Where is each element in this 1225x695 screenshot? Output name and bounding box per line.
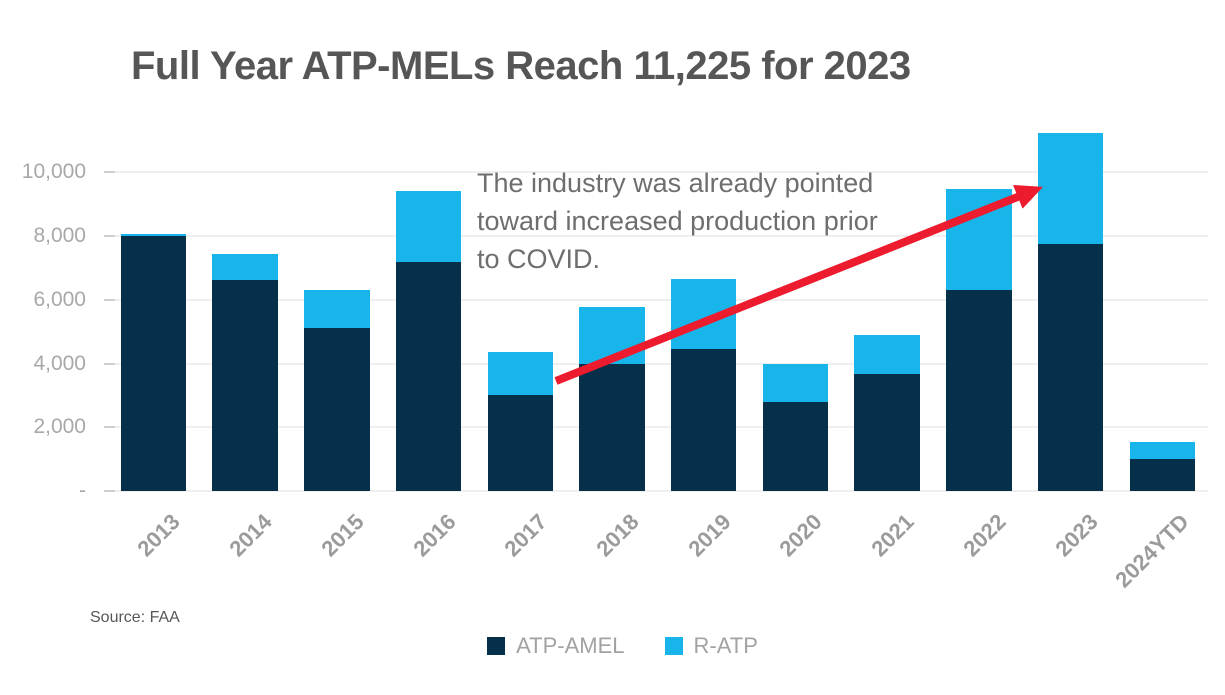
bar-segment-atp-amel-2021 bbox=[854, 373, 920, 491]
y-axis-label-10000: 10,000 bbox=[21, 160, 86, 184]
x-axis-label-2023: 2023 bbox=[1050, 509, 1103, 562]
bar-segment-r-atp-2018 bbox=[579, 306, 645, 364]
gridline-0 bbox=[110, 490, 1208, 492]
bar-segment-r-atp-2020 bbox=[762, 364, 829, 402]
bar-2017 bbox=[487, 351, 553, 491]
bar-segment-atp-amel-2023 bbox=[1037, 244, 1104, 491]
bar-segment-r-atp-2021 bbox=[854, 334, 920, 374]
bar-2013 bbox=[120, 234, 187, 491]
bar-segment-atp-amel-2016 bbox=[395, 261, 462, 491]
chart-title: Full Year ATP-MELs Reach 11,225 for 2023 bbox=[131, 44, 911, 88]
legend-item-atp-amel: ATP-AMEL bbox=[487, 633, 625, 659]
x-axis-label-2020: 2020 bbox=[774, 509, 828, 562]
legend-item-r-atp: R-ATP bbox=[664, 633, 758, 659]
bar-segment-atp-amel-2019 bbox=[670, 349, 737, 491]
y-tick-10000 bbox=[104, 171, 115, 174]
legend-swatch-atp-amel-icon bbox=[487, 637, 506, 655]
bar-segment-atp-amel-2017 bbox=[487, 395, 553, 491]
bar-2018 bbox=[579, 306, 645, 491]
bar-segment-r-atp-2017 bbox=[487, 351, 553, 396]
bar-2022 bbox=[946, 189, 1012, 491]
bar-2016 bbox=[395, 191, 462, 491]
x-axis-label-2014: 2014 bbox=[224, 509, 277, 562]
x-axis-label-2015: 2015 bbox=[316, 509, 369, 562]
bar-segment-atp-amel-2014 bbox=[212, 279, 278, 491]
x-axis-label-2018: 2018 bbox=[591, 509, 644, 562]
legend-label-r-atp: R-ATP bbox=[693, 633, 758, 658]
bar-segment-r-atp-2019 bbox=[670, 279, 737, 350]
bar-2020 bbox=[762, 364, 829, 491]
bar-segment-r-atp-2014 bbox=[212, 253, 278, 280]
y-axis-label-4000: 4,000 bbox=[33, 351, 86, 375]
legend-swatch-r-atp-icon bbox=[664, 637, 683, 655]
bar-2014 bbox=[212, 253, 278, 491]
bar-segment-atp-amel-2015 bbox=[304, 327, 370, 491]
bar-segment-r-atp-2022 bbox=[946, 189, 1012, 291]
y-tick-4000 bbox=[104, 362, 115, 365]
bar-segment-atp-amel-2013 bbox=[120, 236, 187, 491]
legend: ATP-AMEL R-ATP bbox=[20, 633, 1225, 659]
bar-segment-atp-amel-2022 bbox=[946, 290, 1012, 491]
legend-label-atp-amel: ATP-AMEL bbox=[516, 633, 625, 658]
gridline-2000 bbox=[110, 426, 1208, 429]
x-axis-label-2021: 2021 bbox=[866, 509, 919, 562]
bar-segment-atp-amel-2024YTD bbox=[1129, 459, 1196, 491]
y-axis-label-6000: 6,000 bbox=[33, 287, 86, 311]
bar-segment-r-atp-2024YTD bbox=[1129, 441, 1196, 460]
bar-segment-r-atp-2013 bbox=[120, 234, 187, 236]
x-axis-label-2016: 2016 bbox=[407, 509, 461, 562]
bar-segment-r-atp-2016 bbox=[395, 191, 462, 262]
bar-segment-atp-amel-2018 bbox=[579, 363, 645, 491]
y-axis-label-2000: 2,000 bbox=[33, 415, 86, 439]
x-axis-label-2024YTD: 2024YTD bbox=[1110, 509, 1195, 593]
x-axis-label-2013: 2013 bbox=[132, 509, 185, 562]
y-tick-6000 bbox=[104, 298, 115, 301]
y-axis-label-8000: 8,000 bbox=[33, 224, 86, 248]
gridline-10000 bbox=[110, 171, 1208, 174]
annotation-text: The industry was already pointed toward … bbox=[477, 168, 878, 274]
bar-2023 bbox=[1037, 133, 1104, 491]
y-axis-label-0: - bbox=[79, 479, 86, 502]
bar-segment-r-atp-2023 bbox=[1037, 133, 1104, 244]
plot-area: - 2,000 4,000 6,000 8,000 10,000 2013 2014 2015 2… bbox=[22, 130, 1208, 592]
bar-segment-atp-amel-2020 bbox=[762, 401, 829, 491]
y-tick-2000 bbox=[104, 426, 115, 429]
bar-2015 bbox=[304, 289, 370, 491]
y-tick-8000 bbox=[104, 235, 115, 238]
source-label: Source: FAA bbox=[90, 609, 180, 626]
x-axis-label-2017: 2017 bbox=[499, 509, 552, 562]
bar-2019 bbox=[670, 279, 737, 491]
bar-2024YTD bbox=[1129, 441, 1196, 491]
bar-2021 bbox=[854, 334, 920, 491]
y-tick-0 bbox=[104, 490, 115, 492]
x-axis-label-2022: 2022 bbox=[958, 509, 1011, 562]
bar-segment-r-atp-2015 bbox=[304, 289, 370, 328]
x-axis-label-2019: 2019 bbox=[683, 509, 736, 562]
